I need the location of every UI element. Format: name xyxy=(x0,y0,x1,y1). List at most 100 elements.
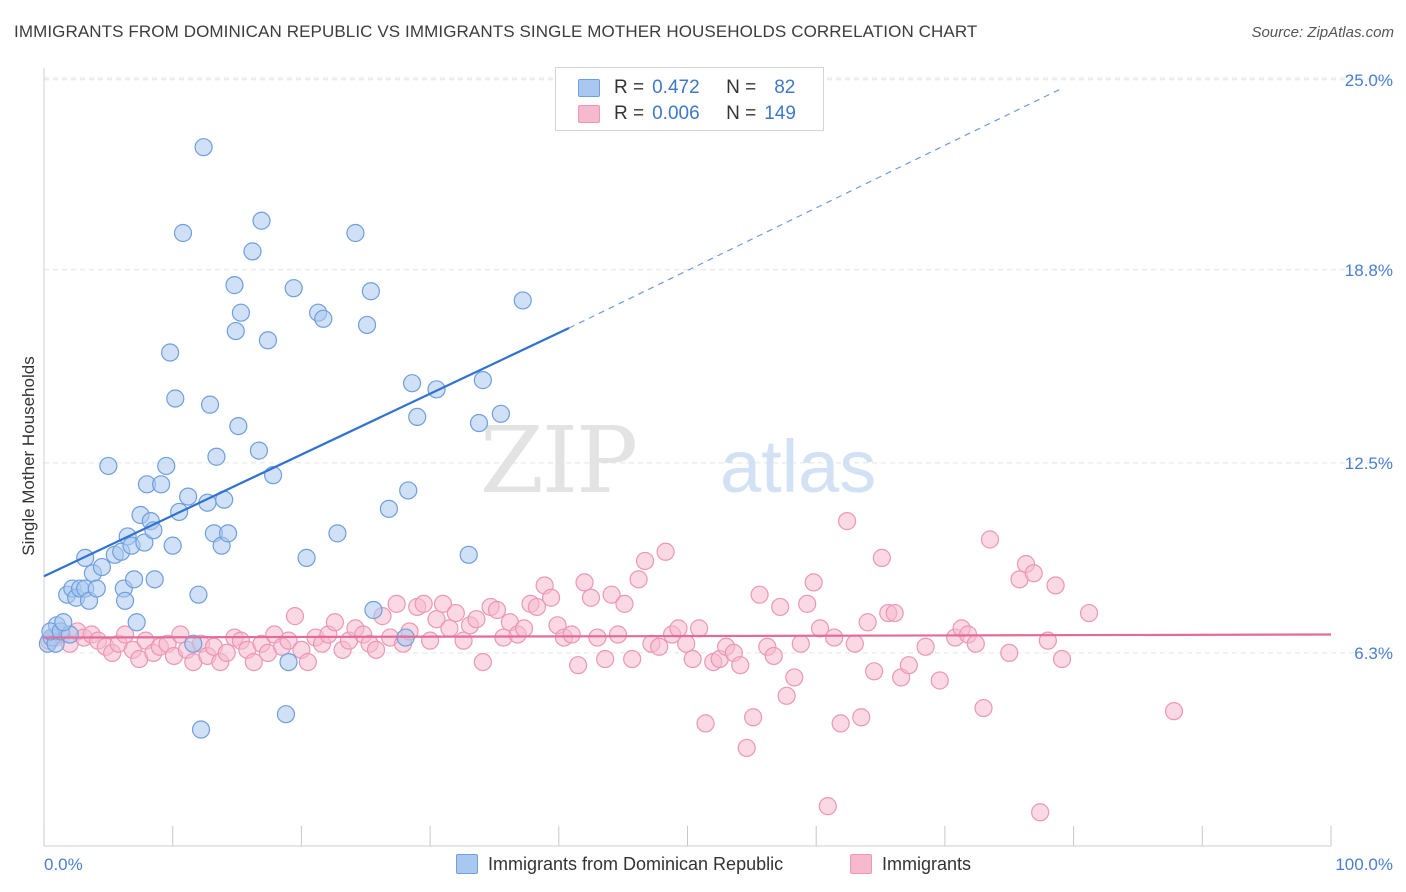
data-point-immigrants xyxy=(608,625,628,644)
data-point-dominican xyxy=(364,600,383,620)
data-point-immigrants xyxy=(414,594,433,613)
series-dominican-points xyxy=(38,138,532,739)
data-point-dominican xyxy=(469,413,489,433)
data-point-dominican xyxy=(157,456,176,476)
data-point-dominican xyxy=(87,579,106,598)
data-point-immigrants xyxy=(1000,643,1019,663)
data-point-immigrants xyxy=(1046,576,1065,595)
data-point-immigrants xyxy=(115,625,135,644)
data-point-immigrants xyxy=(791,634,810,653)
data-point-immigrants xyxy=(1164,702,1184,721)
gridlines xyxy=(44,77,1392,654)
data-point-immigrants xyxy=(171,625,190,644)
legend-swatch-pink xyxy=(578,105,600,123)
legend-r-label: R = xyxy=(614,103,645,124)
data-point-dominican xyxy=(54,613,73,632)
legend-row-immigrants: R = 0.006 N = 149 xyxy=(578,102,796,126)
data-point-immigrants xyxy=(872,548,891,567)
data-point-immigrants xyxy=(623,649,642,669)
data-point-immigrants xyxy=(899,656,918,675)
legend-row-dominican: R = 0.472 N = 82 xyxy=(578,76,795,100)
data-point-dominican xyxy=(166,389,185,408)
legend-n-label: N = xyxy=(726,103,757,124)
data-point-dominican xyxy=(189,585,208,604)
watermark: ZIP atlas xyxy=(480,407,876,514)
data-point-immigrants xyxy=(818,797,837,816)
data-point-immigrants xyxy=(744,708,763,727)
data-point-immigrants xyxy=(837,512,857,531)
trend-line-dominican-extension xyxy=(568,88,1061,329)
data-point-dominican xyxy=(92,557,112,577)
data-point-immigrants xyxy=(916,637,935,656)
data-point-immigrants xyxy=(966,634,985,653)
data-point-dominican xyxy=(249,441,269,460)
data-point-immigrants xyxy=(885,603,904,623)
data-point-immigrants xyxy=(852,708,871,727)
legend-n-label: N = xyxy=(726,77,757,98)
data-point-immigrants xyxy=(785,668,804,687)
data-point-immigrants xyxy=(473,652,492,672)
series-immigrants-points xyxy=(40,512,1184,822)
data-point-immigrants xyxy=(635,551,655,571)
data-point-dominican xyxy=(276,705,296,724)
data-point-immigrants xyxy=(865,662,884,681)
data-point-immigrants xyxy=(575,573,594,592)
data-point-immigrants xyxy=(750,585,769,604)
data-point-immigrants xyxy=(427,610,446,629)
data-point-dominican xyxy=(145,570,164,589)
legend-r-value: 0.006 xyxy=(652,103,700,124)
data-point-dominican xyxy=(231,303,251,322)
legend-r-label: R = xyxy=(614,77,645,98)
data-point-immigrants xyxy=(1031,803,1050,822)
bottom-legend-immigrants: Immigrants xyxy=(850,852,971,876)
data-point-dominican xyxy=(207,447,226,466)
data-point-dominican xyxy=(399,481,418,500)
data-point-immigrants xyxy=(467,610,486,629)
data-point-dominican xyxy=(297,548,316,567)
data-point-dominican xyxy=(225,276,244,295)
data-point-immigrants xyxy=(629,570,648,589)
bottom-legend-swatch-blue xyxy=(456,854,478,874)
data-point-dominican xyxy=(252,211,271,230)
data-point-immigrants xyxy=(980,530,1000,549)
data-point-dominican xyxy=(194,138,213,157)
bottom-legend-label: Immigrants xyxy=(882,853,972,874)
data-point-immigrants xyxy=(387,594,406,613)
data-point-dominican xyxy=(161,343,180,362)
data-point-immigrants xyxy=(831,714,850,733)
data-point-immigrants xyxy=(487,600,507,620)
data-point-immigrants xyxy=(433,594,453,613)
data-point-dominican xyxy=(408,407,427,426)
trend-line-dominican xyxy=(43,327,570,578)
data-point-immigrants xyxy=(669,619,688,638)
bottom-legend-dominican: Immigrants from Dominican Republic xyxy=(456,852,783,876)
y-tick-label: 18.8% xyxy=(1345,261,1393,280)
data-point-dominican xyxy=(229,416,248,436)
data-point-dominican xyxy=(152,475,171,494)
tick-labels: 6.3% 12.5% 18.8% 25.0% 0.0% 100.0% xyxy=(44,71,1393,874)
data-point-immigrants xyxy=(615,594,634,613)
data-point-immigrants xyxy=(581,588,601,607)
data-point-dominican xyxy=(163,536,182,555)
data-point-immigrants xyxy=(325,613,344,632)
data-point-dominican xyxy=(99,456,118,476)
x-tick-label: 100.0% xyxy=(1335,855,1393,874)
data-point-immigrants xyxy=(771,597,790,617)
data-point-dominican xyxy=(218,524,238,543)
stats-legend: R = 0.472 N = 82 R = 0.006 N = 149 xyxy=(555,67,824,131)
data-point-dominican xyxy=(200,395,220,414)
data-point-dominican xyxy=(243,242,262,261)
data-point-dominican xyxy=(258,331,278,350)
data-point-immigrants xyxy=(588,628,607,647)
data-point-immigrants xyxy=(446,603,465,623)
data-point-dominican xyxy=(328,524,347,543)
data-point-immigrants xyxy=(825,628,844,647)
bottom-legend-label: Immigrants from Dominican Republic xyxy=(488,853,784,874)
data-point-immigrants xyxy=(421,631,440,650)
data-point-dominican xyxy=(284,279,303,298)
legend-swatch-blue xyxy=(578,79,600,97)
data-point-dominican xyxy=(346,223,365,243)
y-tick-label: 25.0% xyxy=(1345,71,1393,90)
data-point-immigrants xyxy=(798,594,817,613)
data-point-immigrants xyxy=(440,619,459,638)
